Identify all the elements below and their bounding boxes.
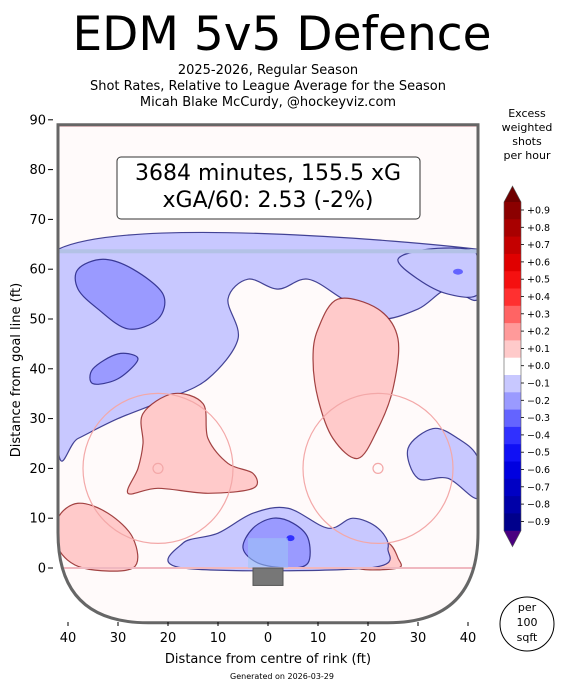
heatmap-region-2 [89,352,139,385]
x-axis-label: Distance from centre of rink (ft) [165,652,371,667]
colorbar-label-1: +0.8 [527,223,550,234]
x-tick-label: 20 [160,631,177,646]
colorbar-band-5 [504,288,521,307]
subtitle-line-3: Micah Blake McCurdy, @hockeyviz.com [140,95,396,110]
colorbar-label-9: +0.0 [527,361,550,372]
colorbar-band-4 [504,271,521,289]
goal-crease [248,538,288,568]
y-tick-label-70: 70 [29,213,46,228]
colorbar-title-0: Excess [508,107,546,120]
chart-title: EDM 5v5 Defence [72,7,491,62]
colorbar-title-2: shots [512,135,542,148]
colorbar-label-6: +0.3 [527,309,550,320]
colorbar-label-2: +0.7 [527,240,550,251]
plot-area [56,123,480,625]
annotation-line-1: 3684 minutes, 155.5 xG [135,161,401,186]
subtitle-line-1: 2025-2026, Regular Season [178,63,358,78]
colorbar-band-14 [504,444,521,462]
rink-boards [56,123,480,625]
y-tick-label-10: 10 [29,512,46,527]
annotation-box: 3684 minutes, 155.5 xG xGA/60: 2.53 (-2%… [116,156,421,220]
colorbar-label-11: −0.2 [527,396,550,407]
y-tick-label-0: 0 [38,562,46,577]
colorbar-label-10: −0.1 [527,379,550,390]
colorbar-label-4: +0.5 [527,275,550,286]
y-tick-label-40: 40 [29,362,46,377]
heatmap-region-9 [406,427,478,500]
y-axis-label: Distance from goal line (ft) [9,283,24,457]
colorbar-band-0 [504,202,521,220]
faceoff-circle-0 [82,392,234,544]
colorbar-extend-top [504,186,521,202]
faceoff-circle-1 [302,392,454,544]
colorbar-label-14: −0.5 [527,448,550,459]
faceoff-dot-1 [372,462,384,474]
colorbar-band-8 [504,340,521,359]
heatmap-region-4 [126,392,258,495]
colorbar-band-1 [504,219,521,238]
colorbar-label-3: +0.6 [527,257,550,268]
colorbar-title-1: weighted [502,121,553,134]
faceoff-dot-0 [152,462,164,474]
x-tick-label: 30 [110,631,127,646]
y-tick-label-80: 80 [29,163,46,178]
heatmap-region-10 [397,247,478,298]
colorbar-band-2 [504,236,521,255]
y-tick-label-60: 60 [29,263,46,278]
colorbar-band-13 [504,426,521,445]
colorbar-band-10 [504,375,521,393]
colorbar-outline [503,185,522,548]
hotspot-right [453,268,463,275]
colorbar-label-5: +0.4 [527,292,550,303]
colorbar-label-18: −0.9 [527,517,550,528]
colorbar-label-13: −0.4 [527,430,550,441]
colorbar-label-0: +0.9 [527,206,550,217]
x-tick-label: 10 [210,631,227,646]
unit-circle: per 100 sqft [499,596,555,652]
colorbar-label-17: −0.8 [527,500,550,511]
colorbar-label-15: −0.6 [527,465,550,476]
colorbar-label-12: −0.3 [527,413,550,424]
colorbar-label-16: −0.7 [527,482,550,493]
unit-line-3: sqft [517,631,538,644]
y-tick-label-90: 90 [29,113,46,128]
heatmap-region-3 [312,297,400,460]
colorbar-band-17 [504,496,521,514]
x-tick-label: 10 [310,631,327,646]
colorbar-band-9 [504,357,521,376]
heatmap-region-1 [74,258,166,330]
x-tick-label: 20 [360,631,377,646]
x-tick-label: 40 [60,631,77,646]
blue-line [58,249,478,254]
annotation-line-2: xGA/60: 2.53 (-2%) [163,188,374,213]
subtitle-line-2: Shot Rates, Relative to League Average f… [90,79,446,94]
y-tick-label-20: 20 [29,462,46,477]
x-tick-label: 0 [264,631,272,646]
colorbar-band-15 [504,461,521,480]
colorbar-band-18 [504,513,521,532]
colorbar-band-7 [504,323,521,341]
axes: 0 10 20 30 40 50 60 70 80 90 40 30 20 10 0 10 20 30 40 [29,113,476,646]
footer-generated: Generated on 2026-03-29 [230,672,334,681]
x-tick-label: 40 [460,631,477,646]
colorbar-band-16 [504,478,521,497]
colorbar-label-7: +0.2 [527,327,550,338]
colorbar-band-3 [504,253,521,272]
unit-line-1: per [518,601,537,614]
colorbar-band-6 [504,305,521,324]
goal-net [252,567,284,586]
unit-line-2: 100 [517,616,538,629]
y-tick-label-50: 50 [29,313,46,328]
y-tick-label-30: 30 [29,412,46,427]
hotspot-crease [286,535,295,542]
colorbar-title-3: per hour [504,149,551,162]
colorbar-band-12 [504,409,521,428]
colorbar-label-8: +0.1 [527,344,550,355]
colorbar-band-11 [504,392,521,411]
x-tick-label: 30 [410,631,427,646]
colorbar-extend-bottom [504,530,521,547]
